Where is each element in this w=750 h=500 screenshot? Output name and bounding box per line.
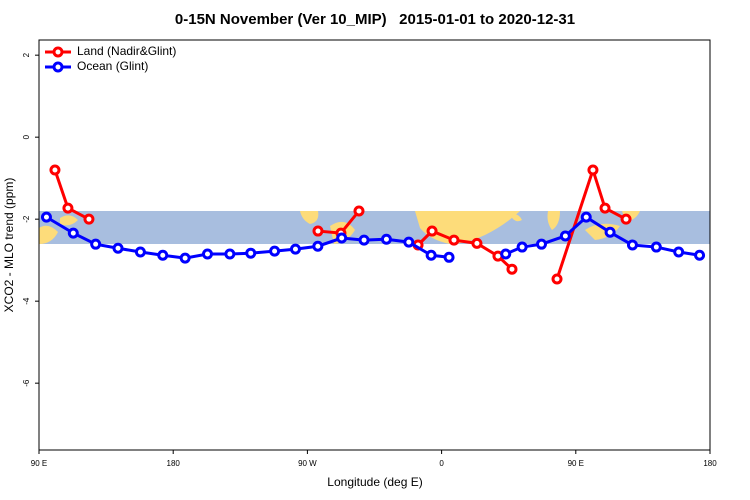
series-point: [40, 211, 52, 223]
series-point: [49, 164, 61, 176]
legend-marker: [52, 61, 64, 73]
series-point: [599, 202, 611, 214]
y-tick-label: 0: [22, 134, 31, 139]
x-tick-label: 0: [439, 459, 444, 468]
series-line: [555, 165, 627, 280]
series-point: [312, 240, 324, 252]
series-point: [353, 205, 365, 217]
series-point: [403, 236, 415, 248]
y-tick-label: -2: [22, 215, 31, 223]
x-tick-label: 90 W: [298, 459, 317, 468]
series-point: [380, 233, 392, 245]
x-tick-label: 90 E: [568, 459, 584, 468]
series-point: [559, 230, 571, 242]
series-point: [289, 243, 301, 255]
series-point: [224, 248, 236, 260]
series-point: [425, 249, 437, 261]
series-point: [90, 238, 102, 250]
series-point: [626, 239, 638, 251]
x-tick-label: 180: [703, 459, 717, 468]
series-point: [201, 248, 213, 260]
series-point: [448, 234, 460, 246]
legend-label: Land (Nadir&Glint): [77, 44, 176, 58]
series-point: [500, 248, 512, 260]
legend-marker: [52, 46, 64, 58]
y-tick-label: -6: [22, 379, 31, 387]
series-line: [505, 215, 700, 257]
series-point: [83, 213, 95, 225]
series-point: [62, 202, 74, 214]
chart-title: 0-15N November (Ver 10_MIP) 2015-01-01 t…: [175, 11, 575, 28]
series-point: [694, 249, 706, 261]
series-point: [443, 251, 455, 263]
series-point: [179, 252, 191, 264]
series-point: [604, 226, 616, 238]
series-point: [587, 164, 599, 176]
series-point: [358, 234, 370, 246]
legend-label: Ocean (Glint): [77, 59, 148, 73]
y-tick-label: -4: [22, 297, 31, 305]
series-point: [650, 241, 662, 253]
series-point: [112, 242, 124, 254]
series-point: [336, 232, 348, 244]
series-point: [551, 273, 563, 285]
series-point: [471, 237, 483, 249]
series-point: [67, 227, 79, 239]
series-point: [157, 249, 169, 261]
plot-frame: [38, 39, 711, 451]
series-point: [134, 246, 146, 258]
y-tick-label: 2: [22, 52, 31, 57]
series-point: [673, 246, 685, 258]
series-point: [245, 247, 257, 259]
series-point: [426, 225, 438, 237]
series-point: [536, 238, 548, 250]
series-point: [506, 263, 518, 275]
series-point: [620, 213, 632, 225]
series-point: [580, 211, 592, 223]
x-tick-label: 180: [167, 459, 181, 468]
series-point: [516, 241, 528, 253]
x-tick-label: 90 E: [31, 459, 47, 468]
series-point: [269, 245, 281, 257]
y-axis-label: XCO2 - MLO trend (ppm): [2, 178, 16, 313]
series-point: [312, 225, 324, 237]
x-axis-label: Longitude (deg E): [327, 475, 422, 489]
